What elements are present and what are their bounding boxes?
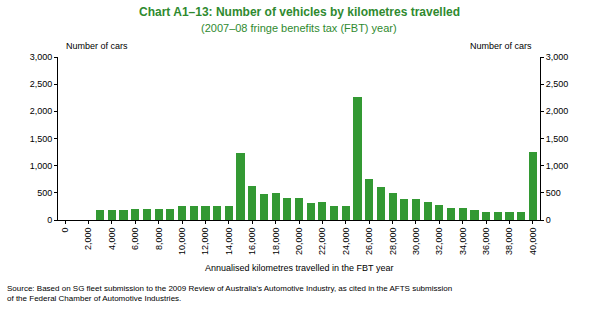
svg-text:26,000: 26,000 [364,228,374,256]
svg-text:10,000: 10,000 [177,228,187,256]
svg-text:0: 0 [47,215,52,225]
svg-text:1,500: 1,500 [30,134,53,144]
svg-text:16,000: 16,000 [247,228,257,256]
svg-text:22,000: 22,000 [317,228,327,256]
svg-text:30,000: 30,000 [411,228,421,256]
svg-text:40,000: 40,000 [528,228,538,256]
svg-text:1,000: 1,000 [30,161,53,171]
svg-text:Chart A1–13: Number of vehicle: Chart A1–13: Number of vehicles by kilom… [139,5,460,19]
svg-text:2,500: 2,500 [546,79,569,89]
svg-text:6,000: 6,000 [130,228,140,251]
svg-text:38,000: 38,000 [505,228,515,256]
svg-text:3,000: 3,000 [546,52,569,62]
svg-text:500: 500 [37,188,52,198]
svg-text:0: 0 [60,228,70,233]
svg-text:28,000: 28,000 [388,228,398,256]
svg-text:14,000: 14,000 [224,228,234,256]
svg-text:500: 500 [546,188,561,198]
svg-text:12,000: 12,000 [200,228,210,256]
svg-text:(2007–08 fringe benefits tax (: (2007–08 fringe benefits tax (FBT) year) [201,22,397,34]
svg-text:2,000: 2,000 [30,106,53,116]
svg-text:3,000: 3,000 [30,52,53,62]
svg-text:20,000: 20,000 [294,228,304,256]
svg-text:Source: Based on SG fleet subm: Source: Based on SG fleet submission to … [7,284,452,303]
svg-text:18,000: 18,000 [271,228,281,256]
svg-text:34,000: 34,000 [458,228,468,256]
svg-text:32,000: 32,000 [434,228,444,256]
svg-text:4,000: 4,000 [107,228,117,251]
svg-text:0: 0 [546,215,551,225]
svg-text:Number of cars: Number of cars [470,41,532,51]
svg-text:1,000: 1,000 [546,161,569,171]
svg-text:36,000: 36,000 [481,228,491,256]
svg-text:Number of cars: Number of cars [66,41,128,51]
svg-text:2,000: 2,000 [546,106,569,116]
svg-text:1,500: 1,500 [546,134,569,144]
svg-text:2,000: 2,000 [83,228,93,251]
svg-text:Annualised kilometres travelle: Annualised kilometres travelled in the F… [205,263,393,273]
svg-text:2,500: 2,500 [30,79,53,89]
svg-text:24,000: 24,000 [341,228,351,256]
svg-text:8,000: 8,000 [154,228,164,251]
